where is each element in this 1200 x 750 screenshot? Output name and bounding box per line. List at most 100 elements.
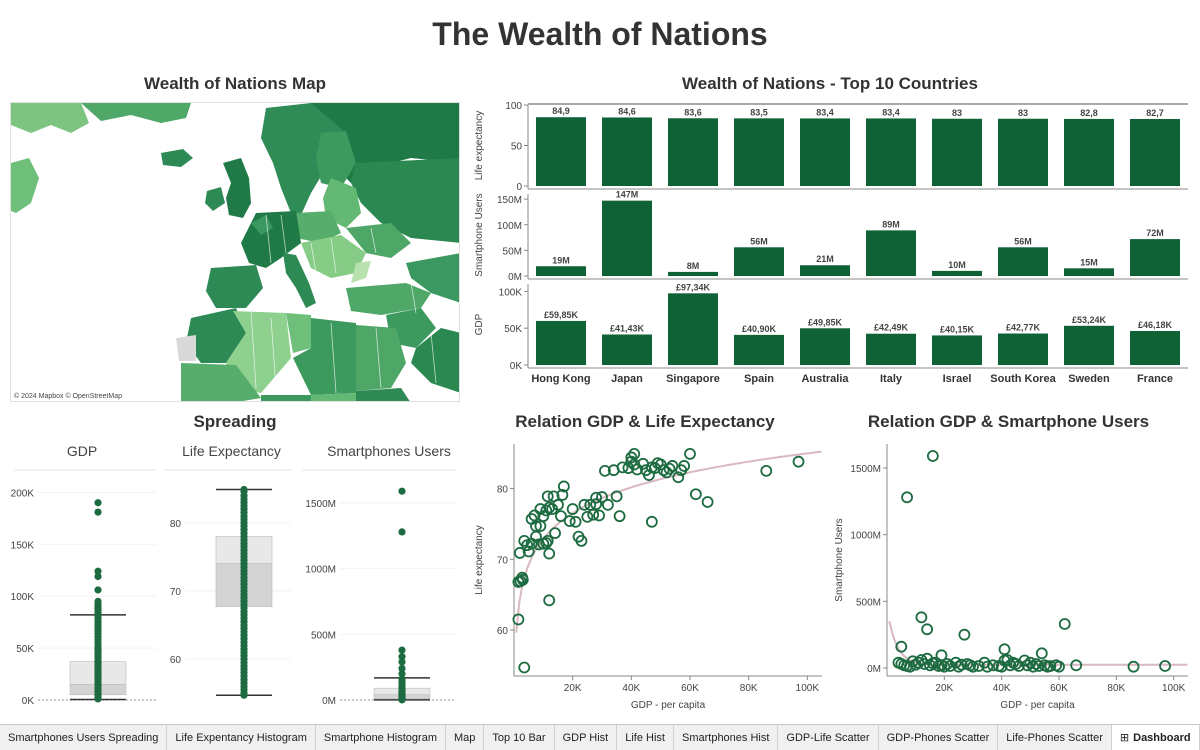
bar xyxy=(932,335,982,365)
map-shapes[interactable] xyxy=(11,103,460,402)
y-tick-label: 80 xyxy=(170,519,182,530)
data-point xyxy=(1030,658,1042,670)
life-expectancy-box-plot[interactable]: Life Expectancy 60 70 80 xyxy=(160,440,295,715)
data-point xyxy=(792,455,805,468)
data-point xyxy=(1035,647,1048,660)
bar xyxy=(866,118,916,186)
data-point xyxy=(625,451,638,464)
bar-value-label: 83,6 xyxy=(684,107,702,117)
bar-value-label: 10M xyxy=(948,260,966,270)
bar-value-label: £42,77K xyxy=(1006,323,1041,333)
data-point xyxy=(94,499,102,507)
panel-axis-title: Smartphone Users xyxy=(474,193,485,276)
data-point xyxy=(895,640,908,653)
top10-bar-chart[interactable]: 0 50 100 Life expectancy 84,9 84,6 83,6 83,5 83,… xyxy=(470,100,1190,392)
data-point xyxy=(398,658,406,666)
panel-axis-title: Life expectancy xyxy=(474,111,485,181)
bar xyxy=(800,328,850,365)
data-point xyxy=(926,450,939,462)
data-point xyxy=(616,461,629,474)
data-point xyxy=(575,535,588,547)
y-tick-label: 70 xyxy=(170,587,182,598)
tab-gdp-hist[interactable]: GDP Hist xyxy=(555,725,618,750)
top10-title: Wealth of Nations - Top 10 Countries xyxy=(682,74,978,93)
tab-gdp-life-scatter[interactable]: GDP-Life Scatter xyxy=(778,725,879,750)
data-point xyxy=(563,515,576,527)
bar xyxy=(932,118,982,186)
tab-life-hist[interactable]: Life Hist xyxy=(617,725,674,750)
data-point xyxy=(578,498,591,511)
data-point xyxy=(581,510,594,523)
bar-value-label: 72M xyxy=(1146,228,1164,238)
y-tick-label: 0M xyxy=(322,696,336,707)
y-tick-label: 1500M xyxy=(850,464,881,475)
data-point xyxy=(398,670,406,678)
tab-smartphones-hist[interactable]: Smartphones Hist xyxy=(674,725,779,750)
bar-value-label: 147M xyxy=(616,190,639,200)
tab-dashboard-label: Dashboard xyxy=(1133,731,1191,744)
y-tick-label: 0K xyxy=(510,361,523,372)
y-tick-label: 100 xyxy=(505,101,522,112)
data-point xyxy=(998,643,1011,656)
data-point xyxy=(1058,618,1071,630)
y-tick-label: 100K xyxy=(499,287,523,298)
data-point xyxy=(513,547,526,559)
bar-value-label: 56M xyxy=(750,236,768,246)
data-point xyxy=(972,660,985,672)
tab-dashboard[interactable]: ⊞ Dashboard xyxy=(1111,725,1200,750)
x-tick-label: 40K xyxy=(622,683,640,694)
bar-value-label: £40,90K xyxy=(742,324,777,334)
data-point xyxy=(1033,660,1045,672)
bar-value-label: 19M xyxy=(552,255,570,265)
bar-value-label: 83 xyxy=(952,108,962,118)
bar-value-label: 82,7 xyxy=(1146,108,1164,118)
y-tick-label: 0 xyxy=(516,182,522,193)
trend-line xyxy=(515,450,822,633)
data-point xyxy=(701,496,714,508)
category-label: Japan xyxy=(611,373,643,385)
tab-life-expectancy-histogram[interactable]: Life Expentancy Histogram xyxy=(167,725,316,750)
data-point xyxy=(660,466,673,479)
tab-smartphone-histogram[interactable]: Smartphone Histogram xyxy=(316,725,446,750)
data-point xyxy=(938,660,951,673)
bar-value-label: £49,85K xyxy=(808,317,843,327)
data-point xyxy=(1127,660,1140,673)
data-point xyxy=(915,611,928,624)
bar xyxy=(800,265,850,276)
tab-map[interactable]: Map xyxy=(446,725,485,750)
bar-value-label: £41,43K xyxy=(610,323,645,333)
y-tick-label: 50K xyxy=(504,324,522,335)
data-point xyxy=(901,491,913,504)
box-plot-title: Smartphones Users xyxy=(327,443,451,459)
bar xyxy=(668,118,718,186)
bar-value-label: 84,9 xyxy=(552,106,570,116)
bar-value-label: 84,6 xyxy=(618,106,636,116)
scatter-gdp-phones-title: Relation GDP & Smartphone Users xyxy=(867,412,1150,431)
data-point xyxy=(1004,659,1017,672)
bar-value-label: £59,85K xyxy=(544,310,579,320)
gdp-box-plot[interactable]: GDP 0K 50K 100K 150K 200K xyxy=(10,440,160,715)
data-point xyxy=(678,460,691,472)
bar xyxy=(1130,330,1180,365)
data-point xyxy=(760,464,773,477)
panel-axis-title: GDP xyxy=(474,313,485,335)
dashboard-grid-icon: ⊞ xyxy=(1119,732,1130,744)
gdp-life-scatter[interactable]: 60 70 80 20K 40K 60K 80K 100K GDP - per capita Li… xyxy=(470,436,825,716)
data-point xyxy=(398,664,406,673)
bar xyxy=(536,117,586,186)
data-point xyxy=(610,490,623,503)
tab-smartphones-users-spreading[interactable]: Smartphones Users Spreading xyxy=(0,725,168,750)
choropleth-map[interactable]: © 2024 Mapbox © OpenStreetMap xyxy=(10,102,460,402)
gdp-phones-scatter[interactable]: 0M 500M 1000M 1500M 20K 40K 60K 80K 100K GDP - pe… xyxy=(830,436,1192,716)
bar-value-label: £46,18K xyxy=(1138,320,1173,330)
data-point xyxy=(543,594,556,607)
tab-gdp-phones-scatter[interactable]: GDP-Phones Scatter xyxy=(879,725,999,750)
smartphones-box-plot[interactable]: Smartphones Users 0M 500M 1000M 1500M xyxy=(298,440,460,715)
tab-life-phones-scatter[interactable]: Life-Phones Scatter xyxy=(998,725,1112,750)
bar-value-label: £97,34K xyxy=(676,282,711,292)
y-tick-label: 50M xyxy=(503,246,522,257)
y-tick-label: 0K xyxy=(22,696,35,707)
y-tick-label: 500M xyxy=(856,597,881,608)
tab-top-10-bar[interactable]: Top 10 Bar xyxy=(484,725,555,750)
data-point xyxy=(240,691,248,699)
